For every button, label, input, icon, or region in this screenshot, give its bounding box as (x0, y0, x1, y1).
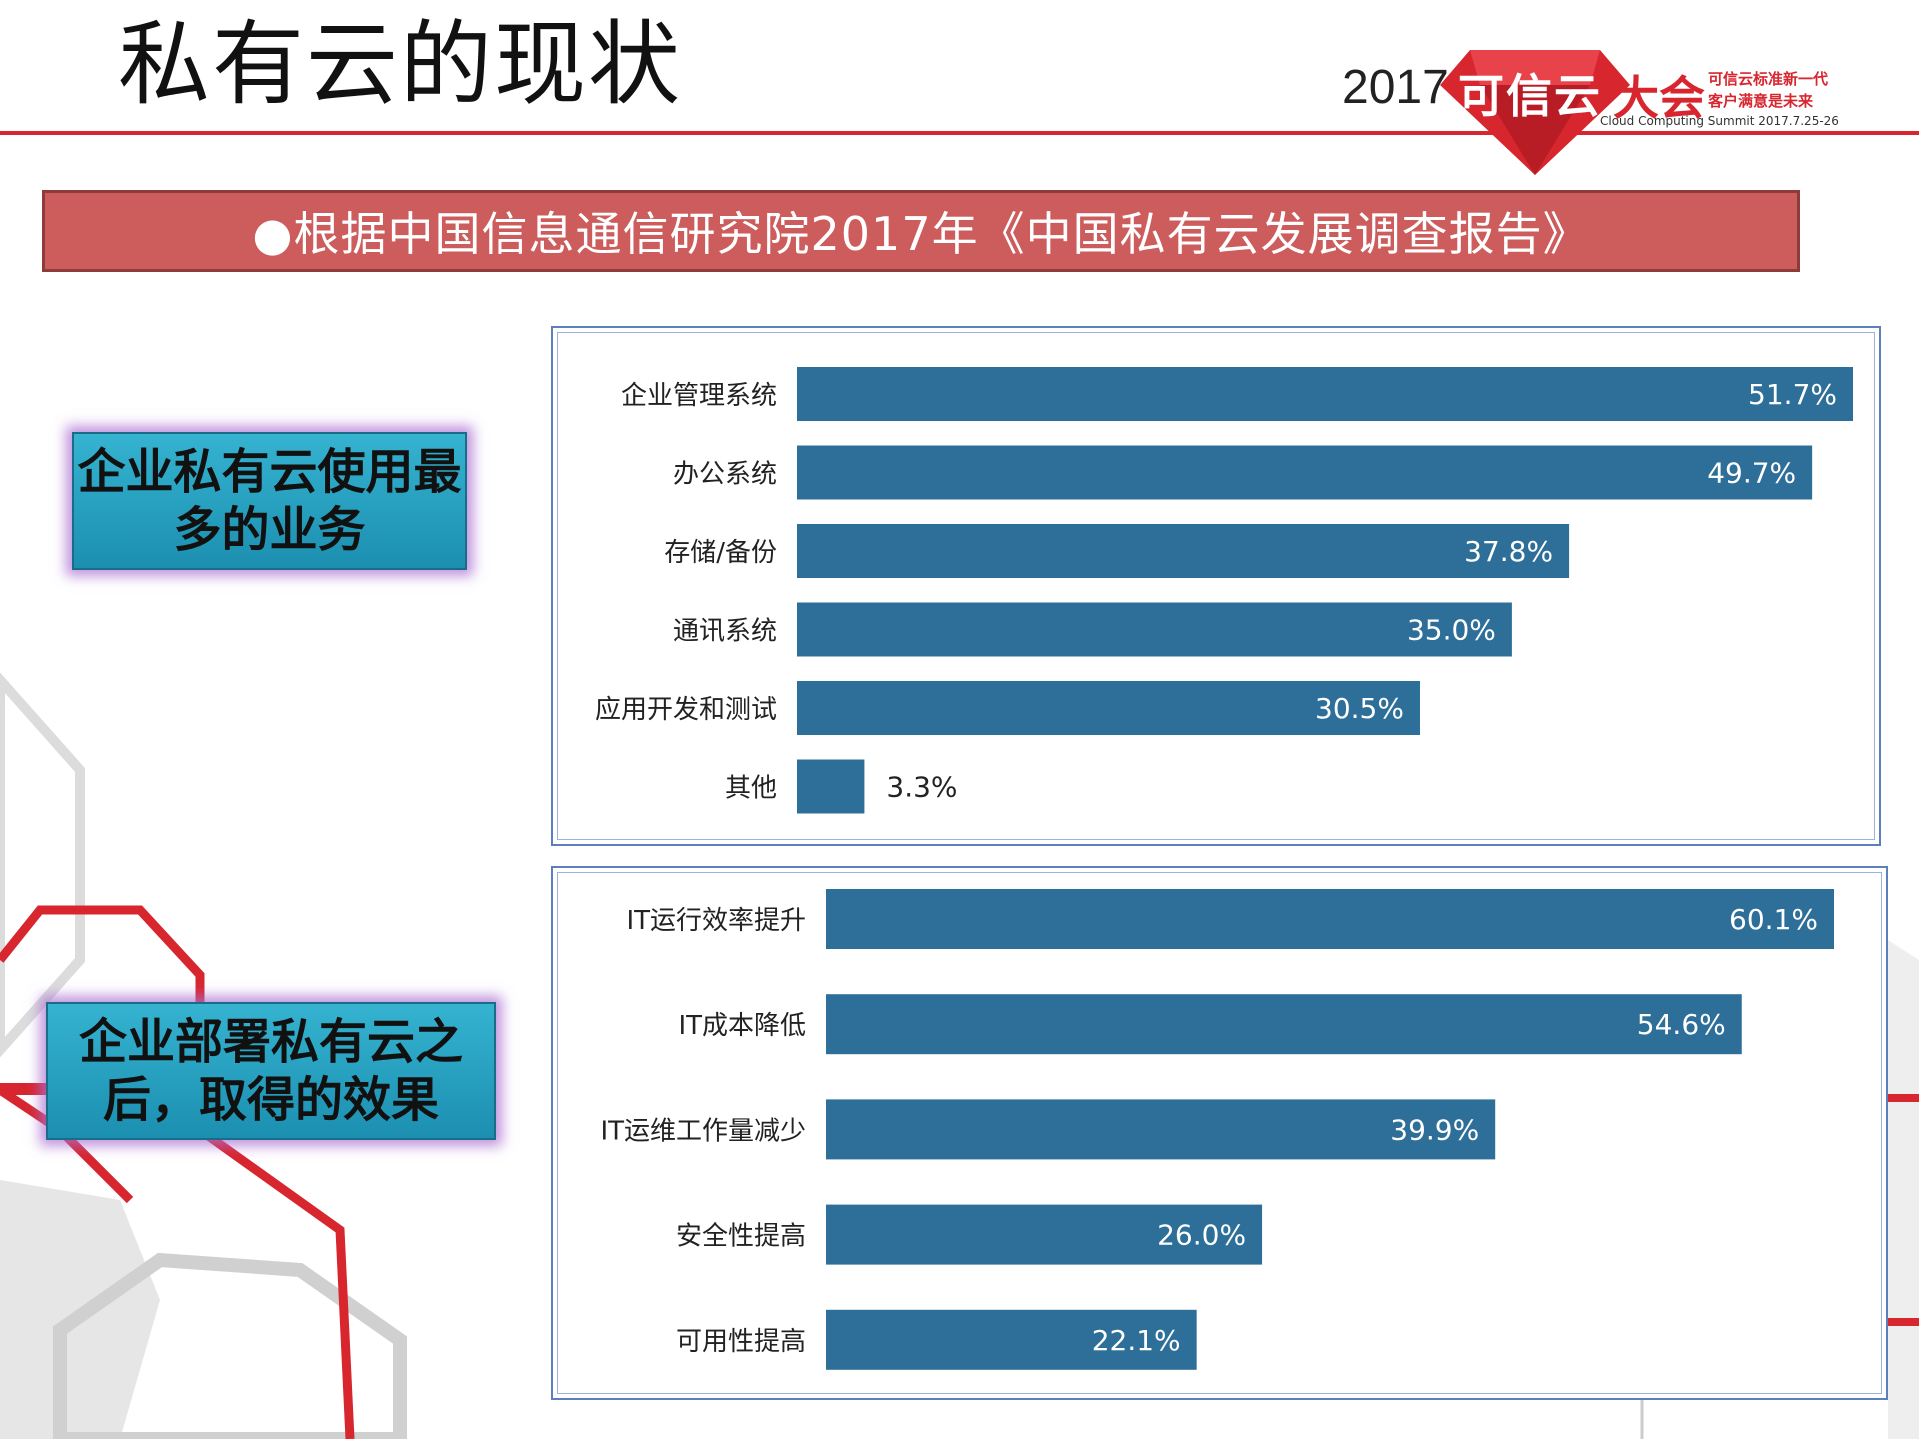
category-label: IT成本降低 (678, 1011, 806, 1041)
logo-slogan-line2: 客户满意是未来 (1708, 92, 1814, 110)
usage-tag: 企业私有云使用最多的业务 (72, 432, 467, 570)
bar (826, 1204, 1263, 1265)
category-label: IT运维工作量减少 (600, 1116, 806, 1146)
red-gem-icon (1440, 50, 1630, 175)
bar (797, 602, 1512, 657)
data-label: 54.6% (1637, 1008, 1726, 1041)
bar (797, 681, 1420, 735)
category-label: 企业管理系统 (621, 381, 777, 411)
usage-bar-chart: 企业管理系统 51.7% 办公系统 49.7% 存储/备份 37.8% 通讯系统 35.0% 应… (595, 367, 1853, 814)
data-label: 3.3% (886, 771, 957, 804)
bar (826, 889, 1834, 949)
category-label: 安全性提高 (676, 1222, 806, 1252)
category-label: 其他 (725, 774, 777, 804)
bar (826, 1309, 1197, 1370)
data-label: 51.7% (1748, 378, 1837, 411)
effects-chart-panel: IT运行效率提升 60.1% IT成本降低 54.6% IT运维工作量减少 39.9% 安全… (551, 866, 1888, 1400)
source-banner: ●根据中国信息通信研究院2017年《中国私有云发展调查报告》 (42, 190, 1800, 272)
data-label: 37.8% (1464, 535, 1553, 568)
bar (797, 367, 1853, 421)
usage-chart-panel: 企业管理系统 51.7% 办公系统 49.7% 存储/备份 37.8% 通讯系统 35.0% 应… (551, 326, 1881, 846)
summit-logo: 2017 可信云 大会 可信云标准新一代 客户满意是未来 Cloud Compu… (1330, 40, 1890, 180)
logo-slogan-line1: 可信云标准新一代 (1708, 70, 1829, 88)
bar (797, 524, 1570, 578)
category-label: 办公系统 (673, 460, 777, 490)
category-label: 通讯系统 (673, 617, 777, 647)
data-label: 26.0% (1157, 1219, 1246, 1252)
logo-name: 可信云 (1458, 69, 1602, 123)
data-label: 49.7% (1707, 457, 1796, 490)
data-label: 60.1% (1729, 903, 1818, 936)
data-label: 35.0% (1407, 614, 1496, 647)
logo-suffix: 大会 (1613, 71, 1705, 125)
data-label: 30.5% (1315, 692, 1404, 725)
data-label: 22.1% (1092, 1324, 1181, 1357)
effects-tag: 企业部署私有云之后，取得的效果 (46, 1002, 496, 1140)
category-label: IT运行效率提升 (626, 906, 806, 936)
category-label: 应用开发和测试 (595, 695, 777, 725)
data-label: 39.9% (1390, 1113, 1479, 1146)
bar (797, 759, 865, 814)
category-label: 可用性提高 (676, 1327, 806, 1357)
bar (826, 1099, 1496, 1160)
title-divider (0, 131, 1919, 135)
bar (826, 994, 1742, 1055)
category-label: 存储/备份 (664, 538, 777, 568)
logo-year: 2017 (1342, 61, 1449, 114)
effects-bar-chart: IT运行效率提升 60.1% IT成本降低 54.6% IT运维工作量减少 39.9% 安全… (600, 889, 1834, 1370)
page-title: 私有云的现状 (118, 11, 683, 118)
logo-subtitle: Cloud Computing Summit 2017.7.25-26 (1600, 114, 1839, 128)
bar (797, 445, 1813, 500)
